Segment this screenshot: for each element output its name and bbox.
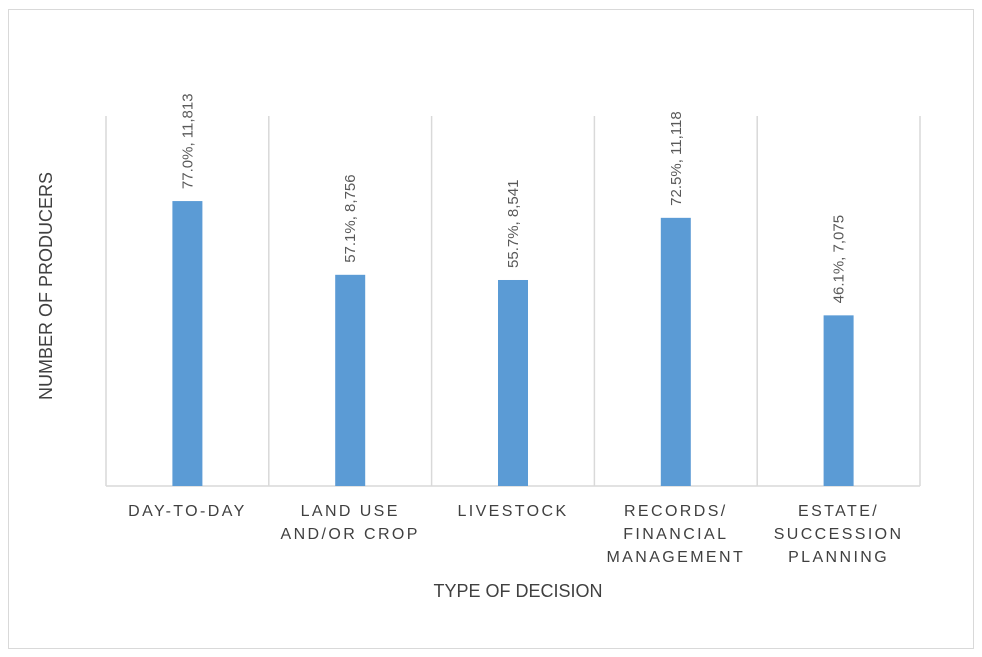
x-axis-title: TYPE OF DECISION [433, 581, 602, 601]
category-label: LAND USE [301, 503, 400, 520]
data-label: 77.0%, 11,813 [179, 93, 196, 189]
category-label: FINANCIAL [623, 526, 728, 543]
category-label: AND/OR CROP [281, 526, 420, 543]
bar [172, 201, 203, 487]
category-separators [105, 116, 921, 486]
bars-group [172, 201, 854, 487]
data-label: 55.7%, 8,541 [505, 180, 522, 268]
bar [335, 274, 366, 486]
category-labels-group: DAY-TO-DAY LAND USE AND/OR CROP LIVESTOCK RE… [128, 503, 904, 566]
y-axis-title: NUMBER OF PRODUCERS [36, 172, 56, 400]
category-label: PLANNING [788, 549, 889, 566]
category-label: SUCCESSION [774, 526, 904, 543]
category-label: LIVESTOCK [457, 503, 568, 520]
bar [498, 279, 528, 486]
bar [660, 217, 691, 487]
category-label: DAY-TO-DAY [128, 503, 247, 520]
category-label: MANAGEMENT [606, 549, 745, 566]
category-label: RECORDS/ [624, 503, 728, 520]
data-labels-group: 77.0%, 11,813 57.1%, 8,756 55.7%, 8,541 72.… [179, 93, 847, 303]
data-label: 57.1%, 8,756 [342, 174, 359, 262]
data-label: 46.1%, 7,075 [831, 215, 848, 303]
chart-frame [8, 9, 974, 649]
data-label: 72.5%, 11,118 [668, 111, 685, 206]
category-label: ESTATE/ [798, 503, 879, 520]
bar [823, 315, 854, 486]
